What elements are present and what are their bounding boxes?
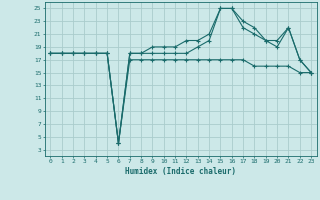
X-axis label: Humidex (Indice chaleur): Humidex (Indice chaleur) (125, 167, 236, 176)
